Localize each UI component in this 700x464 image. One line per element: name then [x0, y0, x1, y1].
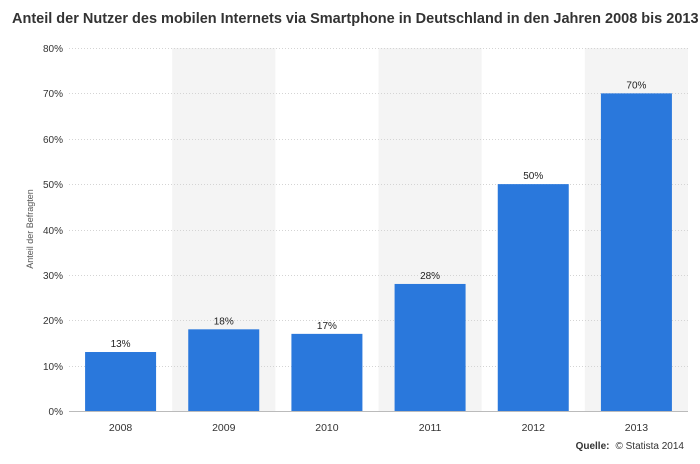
x-axis-ticks: 2008 2009 2010 2011 2012 2013: [109, 422, 648, 434]
data-labels: 13% 18% 17% 28% 50% 70%: [111, 80, 647, 350]
bar-2011: [394, 283, 466, 411]
x-tick-label-2012: 2012: [522, 422, 546, 434]
y-tick-label: 10%: [43, 362, 63, 373]
y-tick-label: 40%: [43, 226, 63, 237]
chart-title: Anteil der Nutzer des mobilen Internets …: [12, 11, 699, 27]
x-tick-label-2013: 2013: [625, 422, 649, 434]
x-tick-label-2008: 2008: [109, 422, 133, 434]
bar-2009: [188, 329, 260, 411]
y-tick-label: 0%: [49, 407, 64, 418]
bar-2012: [497, 184, 569, 411]
data-label-2010: 17%: [317, 321, 337, 332]
y-tick-label: 60%: [43, 135, 63, 146]
data-label-2013: 70%: [626, 80, 646, 91]
bar-2013: [600, 93, 672, 411]
source-label: Quelle:: [575, 441, 610, 452]
y-tick-label: 70%: [43, 89, 63, 100]
data-label-2009: 18%: [214, 316, 234, 327]
y-tick-label: 20%: [43, 316, 63, 327]
y-axis-ticks: 0% 10% 20% 30% 40% 50% 60% 70% 80%: [43, 44, 63, 418]
y-tick-label: 30%: [43, 271, 63, 282]
data-label-2011: 28%: [420, 271, 440, 282]
bar-2008: [85, 352, 157, 411]
gridlines: [69, 48, 688, 412]
bars: [85, 93, 672, 411]
source-credit: Quelle: © Statista 2014: [576, 441, 684, 452]
bar-2010: [291, 333, 363, 411]
x-tick-label-2011: 2011: [419, 422, 442, 434]
y-axis-label: Anteil der Befragten: [25, 189, 35, 269]
data-label-2012: 50%: [523, 171, 543, 182]
y-tick-label: 50%: [43, 180, 63, 191]
source-text[interactable]: © Statista 2014: [615, 441, 684, 452]
data-label-2008: 13%: [111, 339, 131, 350]
y-tick-label: 80%: [43, 44, 63, 55]
x-tick-label-2009: 2009: [212, 422, 236, 434]
x-tick-label-2010: 2010: [315, 422, 339, 434]
